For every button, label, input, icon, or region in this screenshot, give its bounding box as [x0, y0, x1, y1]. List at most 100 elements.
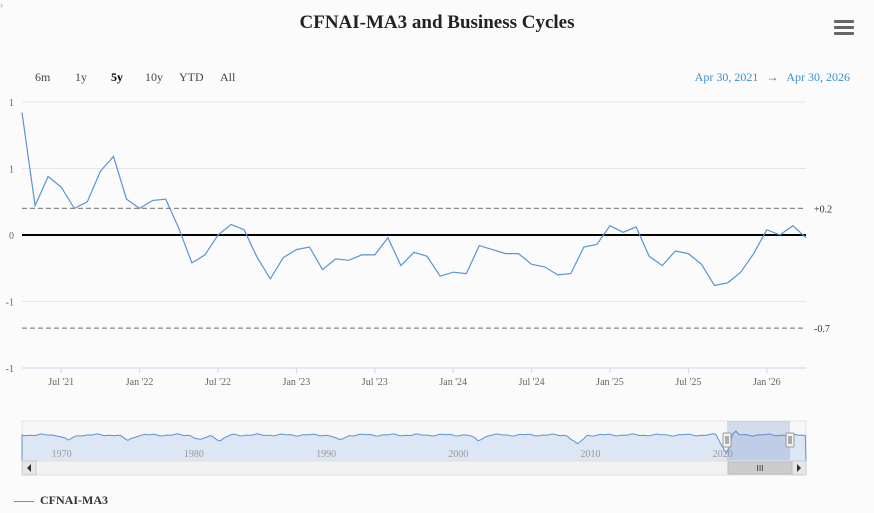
x-tick-label: Jul '25 — [675, 377, 701, 388]
legend-item[interactable]: CFNAI-MA3 — [14, 493, 108, 508]
data-point — [255, 256, 259, 260]
data-point — [229, 222, 233, 226]
series-layer — [20, 111, 807, 288]
data-point — [647, 254, 651, 258]
threshold-label: +0.2 — [814, 204, 832, 215]
corner-mark: › — [0, 0, 3, 10]
data-point — [164, 197, 168, 201]
data-point — [778, 233, 782, 237]
range-button-ytd[interactable]: YTD — [179, 70, 204, 84]
series-line-cfnai-ma3 — [21, 112, 807, 287]
axis-labels-layer: 1 1 0 -1 -1 Jul '21 Jan '22 Jul '22 Jan '23 Jul '… — [6, 98, 781, 388]
data-point — [438, 274, 442, 278]
data-point — [281, 256, 285, 260]
data-point — [190, 261, 194, 265]
range-button-1y[interactable]: 1y — [75, 70, 87, 84]
y-tick-label: 1 — [9, 165, 14, 176]
data-point — [321, 268, 325, 272]
data-point — [386, 236, 390, 240]
legend-swatch — [14, 500, 34, 502]
chevron-left-icon — [27, 464, 31, 472]
y-tick-label: 0 — [9, 231, 14, 242]
threshold-layer: +0.2 -0.7 — [22, 204, 832, 335]
range-button-6m[interactable]: 6m — [35, 70, 51, 84]
range-button-10y[interactable]: 10y — [145, 70, 163, 84]
data-point — [334, 257, 338, 261]
navigator-year-label: 2020 — [713, 449, 733, 460]
data-point — [20, 111, 24, 115]
data-point — [673, 249, 677, 253]
data-point — [72, 206, 76, 210]
data-point — [33, 204, 37, 208]
data-point — [713, 284, 717, 288]
date-range-arrow-icon: → — [766, 70, 779, 84]
data-point — [543, 265, 547, 269]
x-tick-label: Jan '22 — [126, 377, 154, 388]
legend-label: CFNAI-MA3 — [40, 493, 108, 507]
navigator-year-label: 1990 — [316, 449, 336, 460]
data-point — [216, 233, 220, 237]
data-point — [98, 169, 102, 173]
data-point — [399, 264, 403, 268]
data-point — [46, 174, 50, 178]
chevron-right-icon — [797, 464, 801, 472]
range-button-5y[interactable]: 5y — [111, 70, 123, 84]
grid-layer — [22, 101, 806, 373]
data-point — [203, 253, 207, 257]
data-point — [360, 253, 364, 257]
data-point — [634, 225, 638, 229]
data-point — [177, 226, 181, 230]
data-point — [373, 253, 377, 257]
navigator-year-label: 2000 — [448, 449, 468, 460]
data-point — [59, 185, 63, 189]
chart-title: CFNAI-MA3 and Business Cycles — [299, 12, 575, 33]
navigator-layer: 1970 1980 1990 2000 2010 2020 III — [21, 420, 807, 476]
date-from-input[interactable]: Apr 30, 2021 — [694, 70, 759, 84]
data-point — [739, 270, 743, 274]
scrollbar-thumb[interactable] — [727, 461, 793, 475]
data-point — [451, 270, 455, 274]
data-point — [621, 230, 625, 234]
menu-hamburger-icon[interactable] — [834, 20, 854, 36]
navigator-left-handle[interactable] — [722, 432, 732, 448]
date-to-input[interactable]: Apr 30, 2026 — [786, 70, 850, 84]
x-tick-label: Jan '26 — [753, 377, 781, 388]
threshold-label: -0.7 — [814, 324, 830, 335]
x-tick-label: Jan '23 — [283, 377, 311, 388]
data-point — [530, 262, 534, 266]
data-point — [477, 244, 481, 248]
data-point — [294, 248, 298, 252]
data-point — [138, 206, 142, 210]
data-point — [569, 272, 573, 276]
navigator-series — [21, 430, 807, 462]
data-point — [111, 155, 115, 159]
navigator-year-label: 2010 — [580, 449, 600, 460]
data-point — [268, 277, 272, 281]
data-point — [582, 245, 586, 249]
x-tick-label: Jul '22 — [205, 377, 231, 388]
data-point — [503, 252, 507, 256]
data-point — [660, 264, 664, 268]
data-point — [347, 258, 351, 262]
data-point — [791, 224, 795, 228]
data-point — [464, 272, 468, 276]
data-point — [490, 248, 494, 252]
date-range-input: Apr 30, 2021 → Apr 30, 2026 — [695, 70, 850, 85]
data-point — [608, 224, 612, 228]
data-point — [151, 198, 155, 202]
data-point — [125, 197, 129, 201]
x-tick-label: Jan '24 — [439, 377, 467, 388]
navigator-right-handle[interactable] — [785, 432, 795, 448]
y-tick-label: -1 — [6, 298, 14, 309]
data-point — [699, 262, 703, 266]
x-tick-label: Jul '24 — [519, 377, 545, 388]
y-tick-label: 1 — [9, 98, 14, 109]
navigator-year-label: 1970 — [52, 449, 72, 460]
data-point — [307, 245, 311, 249]
data-point — [752, 252, 756, 256]
scrollbar-track — [21, 460, 807, 476]
range-button-all[interactable]: All — [220, 70, 236, 84]
navigator-selection[interactable] — [727, 421, 790, 461]
data-point — [556, 273, 560, 277]
